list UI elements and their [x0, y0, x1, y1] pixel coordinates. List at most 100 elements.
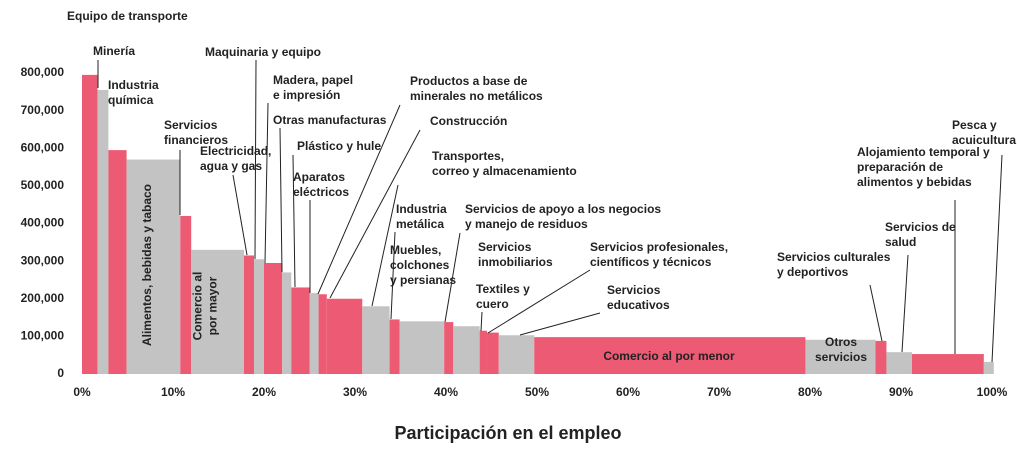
x-tick-label: 40%: [434, 385, 458, 399]
bar-label: preparación de: [857, 160, 943, 174]
y-tick-label: 100,000: [21, 329, 65, 343]
bar: [82, 74, 98, 374]
bar-label: y persianas: [390, 273, 456, 287]
x-tick-label: 60%: [616, 385, 640, 399]
bar-label: y deportivos: [777, 265, 849, 279]
bar-label: Alojamiento temporal y: [857, 145, 990, 159]
x-tick-label: 50%: [525, 385, 549, 399]
bar-label: inmobiliarios: [478, 255, 553, 269]
bar: [534, 337, 806, 374]
bar-label: Construcción: [430, 114, 507, 128]
bar-label: colchones: [390, 258, 450, 272]
bar-label: Comercio al por menor: [603, 349, 735, 363]
bar-label: Textiles y: [476, 282, 530, 296]
x-tick-label: 20%: [252, 385, 276, 399]
bar-label: Madera, papel: [273, 73, 353, 87]
bar-label: química: [108, 93, 154, 107]
leader-line: [444, 232, 461, 323]
leader-line: [869, 284, 883, 342]
bar-label: Otros: [825, 335, 857, 349]
bar: [282, 272, 292, 374]
bar: [318, 294, 327, 374]
x-tick-label: 0%: [73, 385, 91, 399]
x-tick-label: 30%: [343, 385, 367, 399]
y-tick-label: 200,000: [21, 291, 65, 305]
bar: [362, 306, 390, 374]
bar-label: Muebles,: [390, 243, 441, 257]
bar-label: acuicultura: [952, 133, 1016, 147]
bar-label: Minería: [93, 44, 135, 58]
bar: [983, 361, 994, 374]
bar: [180, 215, 192, 374]
x-tick-label: 10%: [161, 385, 185, 399]
bar: [479, 330, 487, 374]
bar-label: Servicios: [164, 118, 218, 132]
y-tick-label: 400,000: [21, 216, 65, 230]
y-tick-label: 700,000: [21, 103, 65, 117]
bar-label: Alimentos, bebidas y tabaco: [140, 184, 154, 346]
bar-label: Servicios profesionales,: [590, 240, 728, 254]
leader-line: [991, 154, 1003, 363]
leader-line: [329, 129, 421, 299]
bar-label: alimentos y bebidas: [857, 175, 972, 189]
y-tick-label: 800,000: [21, 65, 65, 79]
bar-label: y manejo de residuos: [465, 217, 588, 231]
bar-label: Servicios culturales: [777, 250, 891, 264]
bar-label: e impresión: [273, 88, 340, 102]
bar: [309, 293, 319, 374]
bar-label: Productos a base de: [410, 74, 528, 88]
bar-label: Transportes,: [432, 149, 504, 163]
bar-label: Servicios: [478, 240, 532, 254]
leader-line: [487, 269, 591, 334]
bar-label: eléctricos: [293, 185, 349, 199]
x-tick-label: 70%: [707, 385, 731, 399]
bar: [389, 319, 400, 374]
bar-label: Aparatos: [293, 170, 345, 184]
leader-line: [519, 312, 601, 336]
bar: [399, 321, 445, 374]
x-axis-title: Participación en el empleo: [394, 423, 621, 443]
y-tick-label: 600,000: [21, 140, 65, 154]
bar-label: minerales no metálicos: [410, 89, 543, 103]
bar-label: educativos: [607, 298, 670, 312]
x-tick-label: 90%: [889, 385, 913, 399]
bar: [875, 340, 887, 374]
bar: [498, 335, 535, 374]
leader-line: [317, 104, 401, 295]
bar-label: científicos y técnicos: [590, 255, 712, 269]
y-tick-label: 500,000: [21, 178, 65, 192]
bar-label: correo y almacenamiento: [432, 164, 577, 178]
bar: [453, 326, 480, 374]
y-tick-label: 300,000: [21, 253, 65, 267]
leader-line: [480, 311, 483, 332]
bar: [326, 298, 363, 374]
bar-label: servicios: [815, 350, 867, 364]
bar-label: Comercio al: [191, 272, 205, 341]
leader-line: [390, 231, 396, 320]
leader-line: [279, 127, 283, 273]
bar-label: Equipo de transporte: [67, 9, 188, 23]
bar-label: Servicios de apoyo a los negocios: [465, 202, 661, 216]
bar-label: Pesca y: [952, 118, 997, 132]
x-tick-label: 100%: [977, 385, 1008, 399]
bar: [264, 263, 283, 374]
bar: [126, 159, 181, 374]
bar-label: agua y gas: [200, 159, 262, 173]
bar-label: salud: [885, 235, 916, 249]
leader-line: [371, 184, 399, 307]
bar: [291, 287, 310, 374]
leader-line: [901, 254, 909, 353]
bar: [243, 255, 254, 374]
leader-line: [292, 154, 296, 288]
bar: [97, 89, 109, 375]
bar-label: metálica: [396, 217, 444, 231]
bar-label: Servicios de: [885, 220, 956, 234]
bar-label: Servicios: [607, 283, 661, 297]
bar-label: cuero: [476, 297, 509, 311]
leader-line: [232, 174, 248, 256]
bar-label: por mayor: [206, 276, 220, 335]
bar: [886, 352, 912, 374]
bar-label: Electricidad,: [200, 144, 271, 158]
leader-line: [254, 59, 257, 260]
